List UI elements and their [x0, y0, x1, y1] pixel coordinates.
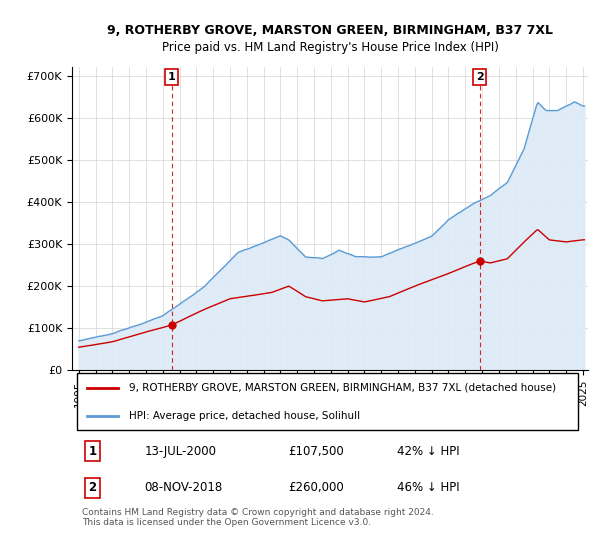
Text: 42% ↓ HPI: 42% ↓ HPI [397, 445, 460, 458]
Text: 2: 2 [476, 72, 484, 82]
Text: 1: 1 [89, 445, 97, 458]
Text: £260,000: £260,000 [289, 482, 344, 494]
FancyBboxPatch shape [77, 374, 578, 430]
Text: HPI: Average price, detached house, Solihull: HPI: Average price, detached house, Soli… [129, 410, 360, 421]
Text: 9, ROTHERBY GROVE, MARSTON GREEN, BIRMINGHAM, B37 7XL (detached house): 9, ROTHERBY GROVE, MARSTON GREEN, BIRMIN… [129, 383, 556, 393]
Text: 2: 2 [89, 482, 97, 494]
Text: 08-NOV-2018: 08-NOV-2018 [144, 482, 223, 494]
Text: £107,500: £107,500 [289, 445, 344, 458]
Text: Price paid vs. HM Land Registry's House Price Index (HPI): Price paid vs. HM Land Registry's House … [161, 41, 499, 54]
Text: 1: 1 [168, 72, 176, 82]
Text: 46% ↓ HPI: 46% ↓ HPI [397, 482, 460, 494]
Text: 9, ROTHERBY GROVE, MARSTON GREEN, BIRMINGHAM, B37 7XL: 9, ROTHERBY GROVE, MARSTON GREEN, BIRMIN… [107, 24, 553, 38]
Text: 13-JUL-2000: 13-JUL-2000 [144, 445, 216, 458]
Text: Contains HM Land Registry data © Crown copyright and database right 2024.
This d: Contains HM Land Registry data © Crown c… [82, 508, 434, 527]
